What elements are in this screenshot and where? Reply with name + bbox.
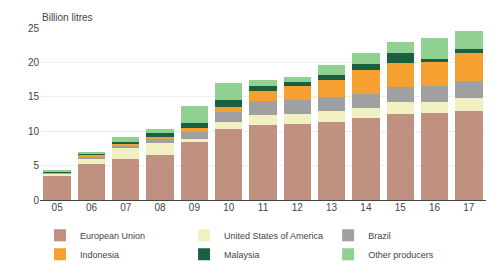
- svg-text:20: 20: [28, 57, 40, 68]
- svg-text:25: 25: [28, 23, 40, 34]
- svg-text:Malaysia: Malaysia: [224, 250, 260, 260]
- svg-text:14: 14: [360, 202, 372, 213]
- svg-text:Other producers: Other producers: [368, 250, 434, 260]
- svg-text:15: 15: [395, 202, 407, 213]
- svg-text:09: 09: [189, 202, 201, 213]
- svg-text:Brazil: Brazil: [368, 231, 391, 241]
- svg-text:15: 15: [28, 91, 40, 102]
- svg-text:10: 10: [28, 126, 40, 137]
- svg-text:07: 07: [120, 202, 132, 213]
- svg-text:Billion litres: Billion litres: [42, 12, 93, 23]
- svg-text:Indonesia: Indonesia: [80, 250, 119, 260]
- svg-text:United States of America: United States of America: [224, 231, 323, 241]
- svg-text:European Union: European Union: [80, 231, 145, 241]
- svg-text:17: 17: [463, 202, 475, 213]
- svg-text:0: 0: [33, 195, 39, 206]
- svg-text:06: 06: [86, 202, 98, 213]
- svg-text:11: 11: [258, 202, 269, 213]
- svg-text:05: 05: [52, 202, 64, 213]
- svg-text:5: 5: [33, 160, 39, 171]
- svg-text:13: 13: [326, 202, 338, 213]
- svg-text:10: 10: [223, 202, 235, 213]
- svg-text:16: 16: [429, 202, 441, 213]
- svg-text:12: 12: [292, 202, 304, 213]
- svg-text:08: 08: [155, 202, 167, 213]
